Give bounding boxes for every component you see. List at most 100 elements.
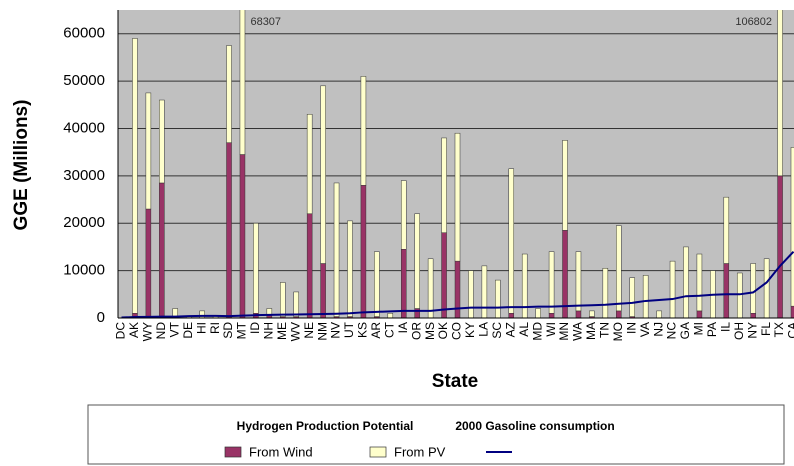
- bar-segment: [253, 222, 259, 314]
- x-tick-label: CO: [450, 322, 464, 340]
- bar-segment: [239, 10, 246, 155]
- x-tick-label: AK: [127, 322, 141, 338]
- x-tick-label: HI: [194, 322, 208, 334]
- bar-segment: [400, 180, 407, 250]
- bar-segment: [199, 310, 205, 318]
- legend-title: Hydrogen Production Potential: [237, 419, 414, 433]
- x-tick-label: MN: [557, 322, 571, 341]
- x-tick-label: MO: [611, 322, 625, 341]
- bar-segment: [535, 308, 541, 318]
- bar-segment: [306, 113, 313, 215]
- x-tick-label: MI: [692, 322, 706, 335]
- bar-segment: [360, 185, 367, 318]
- legend-swatch: [369, 446, 387, 458]
- x-tick-label: WA: [571, 322, 585, 341]
- bar-segment: [763, 258, 770, 318]
- x-tick-label: WI: [544, 322, 558, 337]
- bar-segment: [145, 92, 152, 210]
- x-tick-label: MA: [584, 322, 598, 340]
- bar-segment: [575, 310, 582, 318]
- x-tick-label: AR: [369, 322, 383, 339]
- y-tick-label: 20000: [63, 214, 105, 231]
- bar-segment: [495, 279, 501, 318]
- bar-segment: [454, 132, 461, 262]
- x-tick-label: UT: [342, 321, 356, 338]
- bar-segment: [521, 253, 528, 318]
- bar-segment: [589, 310, 595, 317]
- y-axis-title: GGE (Millions): [11, 100, 32, 231]
- bar-segment: [306, 213, 313, 318]
- bar-segment: [669, 260, 676, 318]
- bar-segment: [750, 263, 756, 314]
- plot: [118, 10, 794, 318]
- x-tick-label: SD: [221, 322, 235, 339]
- bar-segment: [481, 265, 488, 318]
- line-series: [121, 250, 794, 318]
- x-tick-label: ME: [275, 322, 289, 340]
- bar-segment: [629, 277, 635, 317]
- bar-segment: [132, 38, 138, 314]
- bar-segment: [656, 310, 662, 318]
- bar-segment: [508, 313, 515, 318]
- x-tick-label: IN: [624, 322, 638, 334]
- x-tick-label: NJ: [651, 322, 665, 337]
- bar-segment: [602, 267, 609, 318]
- y-tick-label: 60000: [63, 25, 105, 42]
- x-tick-label: IL: [718, 322, 732, 332]
- bar-segment: [320, 85, 326, 264]
- annotation: 106802: [735, 16, 772, 28]
- bar-segment: [616, 310, 622, 318]
- x-tick-label: KY: [463, 322, 477, 338]
- bar-segment: [696, 310, 703, 318]
- bar-segment: [400, 249, 407, 318]
- x-tick-label: AZ: [503, 322, 517, 337]
- bar-segment: [414, 213, 420, 309]
- x-tick-label: DE: [181, 322, 195, 339]
- bar-segment: [387, 313, 394, 318]
- x-tick-label: TN: [598, 322, 612, 338]
- x-tick-label: WY: [141, 322, 155, 341]
- legend-title: 2000 Gasoline consumption: [455, 419, 614, 433]
- x-tick-label: DC: [114, 322, 128, 340]
- bar-segment: [320, 263, 326, 318]
- bar-segment: [226, 45, 232, 143]
- bar-segment: [427, 258, 434, 318]
- x-tick-label: LA: [477, 322, 491, 337]
- y-tick-label: 10000: [63, 262, 105, 279]
- bar-segment: [374, 251, 380, 317]
- x-tick-label: CA: [786, 322, 794, 339]
- bar-segment: [159, 182, 165, 318]
- bar-segment: [226, 142, 232, 318]
- bar-segment: [360, 76, 367, 186]
- x-tick-label: WV: [288, 322, 302, 341]
- x-tick-label: VT: [167, 321, 181, 337]
- bar-segment: [548, 313, 555, 318]
- x-tick-label: AL: [517, 322, 531, 337]
- bar-segment: [441, 137, 447, 233]
- legend-label: From PV: [394, 444, 446, 459]
- x-tick-label: OR: [409, 322, 423, 340]
- bar-segment: [441, 232, 447, 318]
- bar-segment: [616, 225, 622, 312]
- annotation: 68307: [250, 16, 281, 28]
- bar-segment: [468, 270, 474, 318]
- legend-box: [87, 404, 785, 465]
- bar-segment: [548, 251, 555, 314]
- legend-label: From Wind: [249, 444, 313, 459]
- legend-swatch: [224, 446, 242, 458]
- bar-segment: [750, 313, 756, 318]
- bar-segment: [575, 251, 582, 312]
- bar-segment: [347, 220, 353, 317]
- bar-segment: [683, 246, 689, 318]
- x-tick-label: OK: [436, 322, 450, 339]
- x-tick-label: ID: [248, 322, 262, 334]
- bar-segment: [562, 230, 568, 318]
- bar-segment: [239, 154, 246, 318]
- x-tick-label: NM: [315, 322, 329, 341]
- x-tick-label: PA: [705, 322, 719, 337]
- y-tick-label: 40000: [63, 119, 105, 136]
- x-tick-label: FL: [759, 322, 773, 336]
- x-tick-label: OH: [732, 322, 746, 340]
- x-tick-label: KS: [356, 322, 370, 338]
